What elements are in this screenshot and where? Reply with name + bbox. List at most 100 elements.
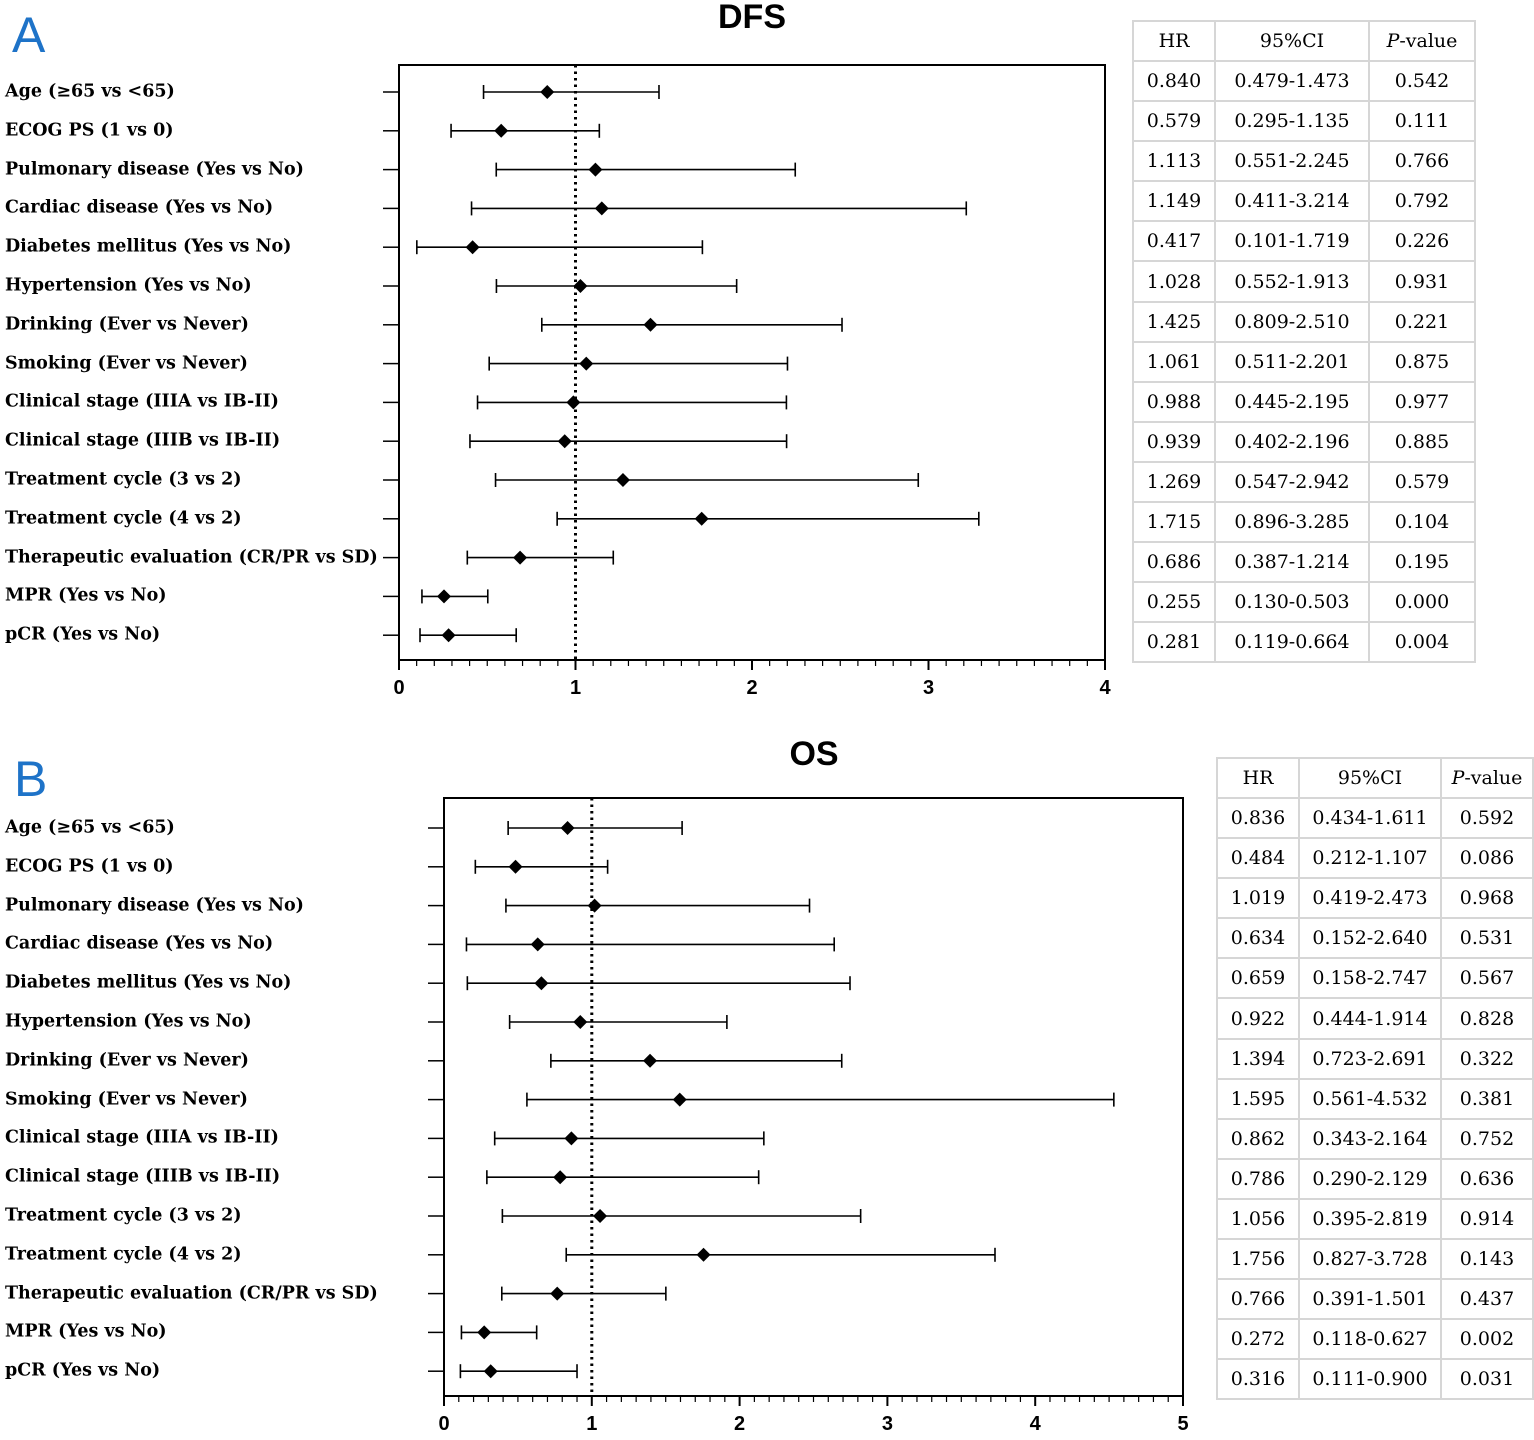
table-cell-hr: 0.766 [1216, 1278, 1300, 1321]
panel-letter-a: A [12, 7, 46, 63]
table-row: 0.862 0.343-2.164 0.752 [1216, 1117, 1534, 1160]
table-cell-ci: 0.809-2.510 [1214, 300, 1370, 343]
table-cell-ci: 0.295-1.135 [1214, 100, 1370, 143]
table-row: 0.484 0.212-1.107 0.086 [1216, 837, 1534, 880]
table-cell-hr: 1.028 [1132, 260, 1216, 303]
row-label: Clinical stage (IIIA vs IB-II) [5, 1127, 279, 1148]
table-cell-p: 0.002 [1440, 1318, 1534, 1361]
table-cell-ci: 0.101-1.719 [1214, 220, 1370, 263]
hr-point [508, 859, 523, 874]
table-cell-ci: 0.561-4.532 [1298, 1077, 1442, 1120]
table-cell-p: 0.104 [1368, 501, 1476, 544]
table-row: 1.056 0.395-2.819 0.914 [1216, 1197, 1534, 1241]
table-cell-ci: 0.152-2.640 [1298, 917, 1442, 960]
table-cell-p: 0.031 [1440, 1358, 1534, 1401]
hr-point [553, 1170, 568, 1185]
plot-title-os: OS [789, 735, 839, 773]
x-tick-label: 2 [746, 677, 757, 699]
table-cell-ci: 0.444-1.914 [1298, 997, 1442, 1040]
row-label: Clinical stage (IIIB vs IB-II) [5, 1166, 281, 1187]
table-cell-p: 0.875 [1368, 340, 1476, 383]
table-cell-ci: 0.479-1.473 [1214, 59, 1370, 103]
table-header-ci: 95%CI [1298, 757, 1442, 799]
table-row: 0.988 0.445-2.195 0.977 [1132, 380, 1476, 423]
table-row: 1.149 0.411-3.214 0.792 [1132, 180, 1476, 223]
plot-frame [443, 797, 1184, 1397]
table-header-hr: HR [1132, 20, 1216, 62]
table-cell-ci: 0.395-2.819 [1298, 1197, 1442, 1241]
table-row: 0.686 0.387-1.214 0.195 [1132, 541, 1476, 584]
hr-point [566, 395, 581, 410]
table-row: 1.394 0.723-2.691 0.322 [1216, 1037, 1534, 1080]
hr-point [465, 240, 480, 255]
table-cell-p: 0.592 [1440, 796, 1534, 840]
stats-table-os: HR 95%CI P-value 0.836 0.434-1.611 0.592 0.484… [1216, 757, 1534, 1401]
hr-point [564, 1131, 579, 1146]
table-cell-hr: 1.715 [1132, 501, 1216, 544]
hr-point [573, 1015, 588, 1029]
x-tick-label: 4 [1030, 1413, 1042, 1435]
table-cell-p: 0.542 [1368, 59, 1476, 103]
table-cell-p: 0.322 [1440, 1037, 1534, 1080]
row-label: pCR (Yes vs No) [5, 624, 161, 645]
table-row: 1.425 0.809-2.510 0.221 [1132, 300, 1476, 343]
p-italic: P [1451, 767, 1465, 789]
table-cell-ci: 0.212-1.107 [1298, 837, 1442, 880]
table-row: 0.786 0.290-2.129 0.636 [1216, 1157, 1534, 1200]
hr-point [615, 473, 630, 487]
x-tick-label: 0 [393, 677, 404, 699]
table-cell-p: 0.000 [1368, 581, 1476, 624]
row-label: Hypertension (Yes vs No) [5, 275, 252, 296]
table-row: 1.269 0.547-2.942 0.579 [1132, 460, 1476, 504]
table-cell-hr: 1.394 [1216, 1037, 1300, 1080]
table-cell-hr: 0.255 [1132, 581, 1216, 624]
row-label: Clinical stage (IIIB vs IB-II) [5, 430, 281, 451]
row-label: Diabetes mellitus (Yes vs No) [5, 236, 292, 257]
table-cell-p: 0.828 [1440, 997, 1534, 1040]
x-tick-label: 3 [923, 677, 934, 699]
table-cell-ci: 0.511-2.201 [1214, 340, 1370, 383]
table-row: 0.840 0.479-1.473 0.542 [1132, 59, 1476, 103]
table-cell-p: 0.792 [1368, 180, 1476, 223]
row-label: Cardiac disease (Yes vs No) [5, 933, 274, 954]
x-tick-label: 0 [438, 1413, 449, 1435]
hr-point [672, 1092, 687, 1107]
table-cell-p: 0.567 [1440, 957, 1534, 1000]
table-cell-ci: 0.130-0.503 [1214, 581, 1370, 624]
table-cell-p: 0.885 [1368, 420, 1476, 463]
hr-point [494, 123, 509, 138]
table-cell-ci: 0.290-2.129 [1298, 1157, 1442, 1200]
table-cell-hr: 0.272 [1216, 1318, 1300, 1361]
x-tick-label: 2 [734, 1413, 745, 1435]
table-cell-hr: 1.149 [1132, 180, 1216, 223]
table-cell-ci: 0.118-0.627 [1298, 1318, 1442, 1361]
table-row: 1.061 0.511-2.201 0.875 [1132, 340, 1476, 383]
table-cell-p: 0.004 [1368, 621, 1476, 664]
row-label: MPR (Yes vs No) [5, 585, 167, 606]
table-cell-ci: 0.343-2.164 [1298, 1117, 1442, 1160]
table-cell-ci: 0.111-0.900 [1298, 1358, 1442, 1401]
table-cell-ci: 0.896-3.285 [1214, 501, 1370, 544]
table-cell-hr: 0.922 [1216, 997, 1300, 1040]
table-row: 0.272 0.118-0.627 0.002 [1216, 1318, 1534, 1361]
x-tick-label: 3 [882, 1413, 893, 1435]
hr-point [696, 1247, 711, 1262]
table-cell-p: 0.226 [1368, 220, 1476, 263]
table-header-hr: HR [1216, 757, 1300, 799]
table-cell-hr: 1.019 [1216, 877, 1300, 920]
p-italic: P [1386, 30, 1400, 52]
table-cell-ci: 0.445-2.195 [1214, 380, 1370, 423]
table-cell-p: 0.977 [1368, 380, 1476, 423]
table-row: 0.939 0.402-2.196 0.885 [1132, 420, 1476, 463]
table-row: 1.028 0.552-1.913 0.931 [1132, 260, 1476, 303]
table-cell-ci: 0.552-1.913 [1214, 260, 1370, 303]
table-cell-p: 0.752 [1440, 1117, 1534, 1160]
hr-point [694, 511, 709, 526]
table-row: 0.922 0.444-1.914 0.828 [1216, 997, 1534, 1040]
row-label: Smoking (Ever vs Never) [5, 1088, 248, 1109]
table-cell-hr: 1.756 [1216, 1238, 1300, 1281]
table-cell-p: 0.766 [1368, 140, 1476, 183]
table-row: 0.281 0.119-0.664 0.004 [1132, 621, 1476, 664]
plot-title-dfs: DFS [718, 0, 786, 36]
